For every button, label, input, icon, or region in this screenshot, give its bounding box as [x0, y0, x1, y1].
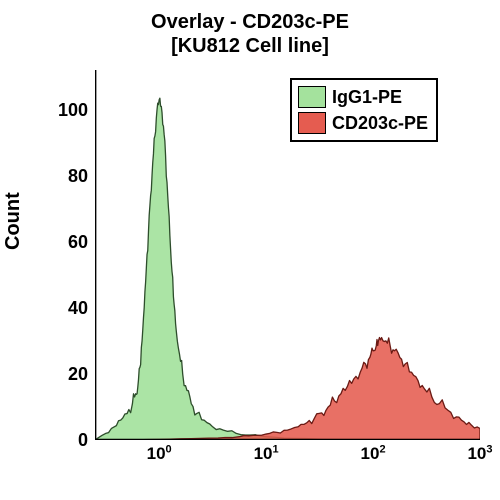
ytick: 0 [38, 431, 88, 449]
xtick: 102 [359, 445, 387, 462]
legend-swatch-1 [298, 112, 326, 134]
xtick: 101 [252, 445, 280, 462]
legend-item-0: IgG1-PE [298, 84, 428, 110]
ytick: 80 [38, 167, 88, 185]
xtick: 103 [466, 445, 494, 462]
legend-item-1: CD203c-PE [298, 110, 428, 136]
chart-title-block: Overlay - CD203c-PE [KU812 Cell line] [0, 10, 500, 58]
legend-swatch-0 [298, 86, 326, 108]
ytick: 40 [38, 299, 88, 317]
xtick: 100 [145, 445, 173, 462]
legend-label-0: IgG1-PE [332, 87, 402, 108]
ytick: 60 [38, 233, 88, 251]
ytick: 100 [38, 101, 88, 119]
y-axis-label: Count [2, 192, 25, 250]
chart-title-line2: [KU812 Cell line] [0, 34, 500, 58]
legend-label-1: CD203c-PE [332, 113, 428, 134]
legend: IgG1-PE CD203c-PE [290, 78, 438, 142]
ytick: 20 [38, 365, 88, 383]
chart-title-line1: Overlay - CD203c-PE [0, 10, 500, 34]
